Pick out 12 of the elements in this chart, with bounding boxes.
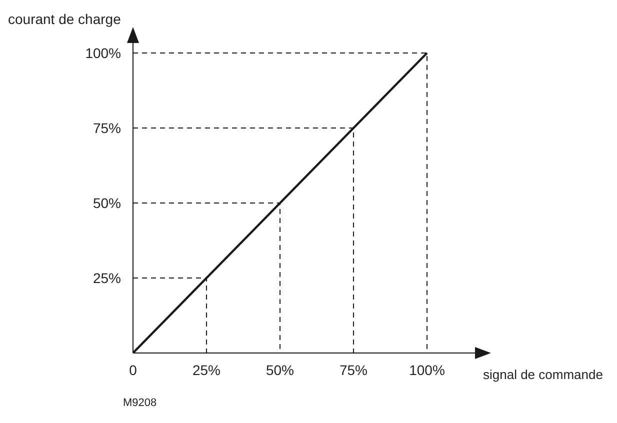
text: M9208 (123, 397, 157, 409)
x-tick-label: 100% (409, 362, 445, 378)
x-tick-label: 25% (192, 362, 221, 378)
x-tick-label: 0 (129, 362, 138, 378)
y-tick-label: 100% (85, 44, 121, 61)
x-axis-title: signal de commande (483, 367, 603, 382)
y-tick-label: 50% (92, 194, 121, 211)
y-axis-title: courant de charge (8, 11, 121, 27)
y-tick-label: 25% (92, 270, 121, 286)
x-tick-label: 75% (339, 362, 368, 378)
x-tick-label: 50% (266, 362, 294, 378)
y-tick-label: 75% (92, 120, 121, 136)
